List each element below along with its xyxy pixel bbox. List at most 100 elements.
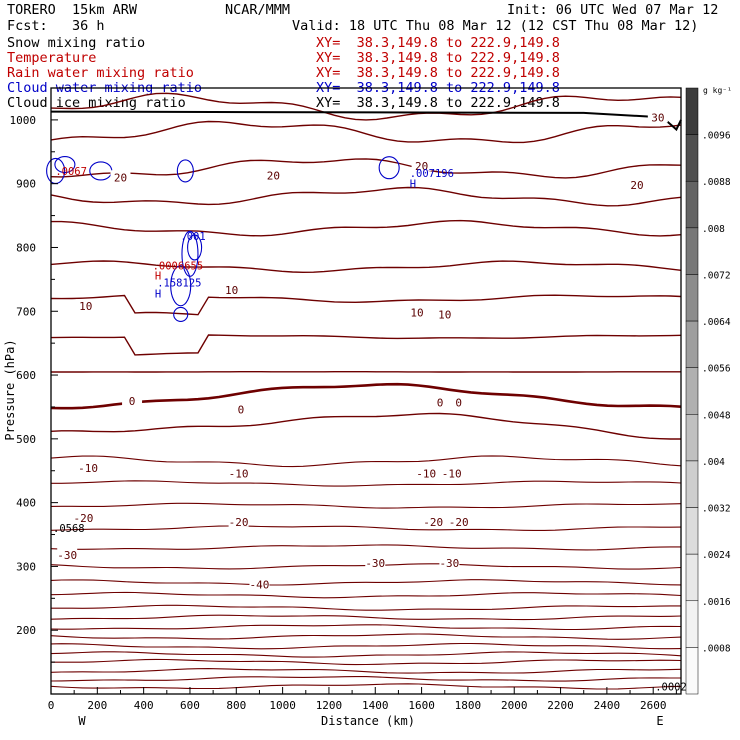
forecast-hour: Fcst: 36 h	[7, 18, 105, 34]
colorbar-swatch	[685, 647, 699, 695]
cloud-water-contour	[378, 156, 400, 180]
contour-label: 0	[455, 396, 462, 409]
x-tick-label: 400	[134, 699, 154, 712]
y-tick-label: 400	[16, 497, 36, 510]
temperature-contour	[51, 604, 681, 611]
x-tick-label: 1800	[455, 699, 482, 712]
colorbar-label: .0096	[702, 131, 731, 142]
temperature-contour	[50, 525, 682, 531]
contour-label: -10	[416, 467, 436, 480]
colorbar-label: .0032	[702, 504, 731, 515]
x-tick-label: 1000	[269, 699, 296, 712]
colorbar-swatch	[685, 553, 699, 602]
contour-label-background	[365, 556, 386, 569]
x-tick-label: 1400	[362, 699, 389, 712]
temperature-contour	[50, 334, 682, 356]
colorbar-swatch	[685, 180, 699, 229]
contour-label: -10	[78, 462, 98, 475]
x-tick-label: 800	[226, 699, 246, 712]
contour-label: -30	[365, 557, 385, 570]
field-xy-temperature: XY= 38.3,149.8 to 222.9,149.8	[316, 50, 560, 66]
colorbar-swatch	[685, 460, 699, 508]
temperature-contour	[50, 544, 681, 551]
point-label: H	[155, 288, 161, 300]
colorbar-label: .0048	[702, 410, 731, 421]
contour-label-background	[448, 395, 469, 408]
contour-label: 30	[651, 111, 664, 124]
x-tick-label: 2600	[640, 699, 667, 712]
contour-label-background	[411, 158, 432, 171]
contour-label: 10	[79, 300, 92, 313]
contour-label-background	[57, 547, 78, 560]
temperature-contour	[50, 294, 682, 316]
contour-label: 0	[129, 395, 136, 408]
contour-label-background	[423, 514, 444, 527]
contour-label: -30	[439, 557, 459, 570]
cloud-water-contour	[54, 155, 76, 174]
contour-label: -20	[229, 516, 249, 529]
temperature-contour	[50, 186, 682, 207]
temperature-contour	[50, 591, 682, 599]
colorbar-label: .0088	[702, 177, 731, 188]
axes: 0 200 400 600 800 1000 1200 1400 1600 1800 2000 220…	[10, 114, 677, 712]
contour-label: -30	[57, 549, 77, 562]
contour-label: 10	[225, 284, 238, 297]
y-tick-label: 1000	[10, 114, 37, 127]
cloud-water-contour	[181, 230, 199, 277]
colorbar-swatch	[685, 507, 699, 555]
y-tick-label: 500	[16, 433, 36, 446]
contour-label-background	[430, 395, 451, 408]
cloud-water-contour	[173, 306, 189, 323]
temperature-contour-lines	[50, 92, 682, 690]
cloud-water-contour	[89, 161, 113, 181]
field-xy-snow: XY= 38.3,149.8 to 222.9,149.8	[316, 35, 560, 51]
east-endpoint-label: E	[656, 714, 663, 728]
contour-label: -20	[423, 516, 443, 529]
temperature-contour	[50, 668, 682, 674]
point-label: .001	[180, 231, 205, 243]
x-tick-label: 2000	[501, 699, 528, 712]
x-tick-label: 2400	[594, 699, 621, 712]
west-endpoint-label: W	[78, 714, 86, 728]
plot-frame	[50, 87, 682, 695]
colorbar-label: .0056	[702, 364, 731, 375]
x-tick-label: 2200	[547, 699, 574, 712]
contour-label-background	[230, 402, 251, 415]
temperature-contour	[50, 633, 682, 640]
point-label: H	[155, 271, 161, 283]
y-axis-label: Pressure (hPa)	[3, 339, 17, 440]
contour-label: -10	[442, 467, 462, 480]
contour-label-background	[228, 514, 249, 527]
contour-label: 0	[437, 396, 444, 409]
cloud-water-contour	[170, 265, 192, 307]
temperature-contour	[50, 120, 682, 144]
contour-label-background	[75, 299, 96, 312]
x-tick-label: 0	[48, 699, 55, 712]
contour-label-background	[78, 461, 99, 474]
field-label-temperature: Temperature	[7, 50, 97, 66]
colorbar-swatch	[685, 87, 699, 135]
contour-label-background	[249, 577, 270, 590]
contour-label: -20	[449, 516, 469, 529]
contour-label: -20	[73, 512, 93, 525]
contour-label-background	[448, 514, 469, 527]
contour-label-background	[416, 466, 437, 479]
contour-label-background	[647, 110, 668, 123]
contour-label-background	[434, 307, 455, 320]
contour-label: 20	[630, 179, 643, 192]
colorbar-label: .0016	[702, 597, 731, 608]
point-label: .0067	[55, 166, 87, 178]
x-tick-label: 200	[87, 699, 107, 712]
colorbar-label: .0072	[702, 270, 731, 281]
contour-label: 0	[238, 403, 245, 416]
temperature-contour	[51, 480, 682, 487]
contour-label-background	[406, 305, 427, 318]
contour-label-background	[221, 283, 242, 296]
contour-label: 20	[267, 169, 280, 182]
contour-label: -40	[250, 578, 270, 591]
contour-label-background	[439, 556, 460, 569]
x-tick-label: 1200	[316, 699, 343, 712]
field-label-snow: Snow mixing ratio	[7, 35, 146, 51]
x-tick-label: 1600	[408, 699, 435, 712]
temperature-contour	[50, 614, 682, 621]
